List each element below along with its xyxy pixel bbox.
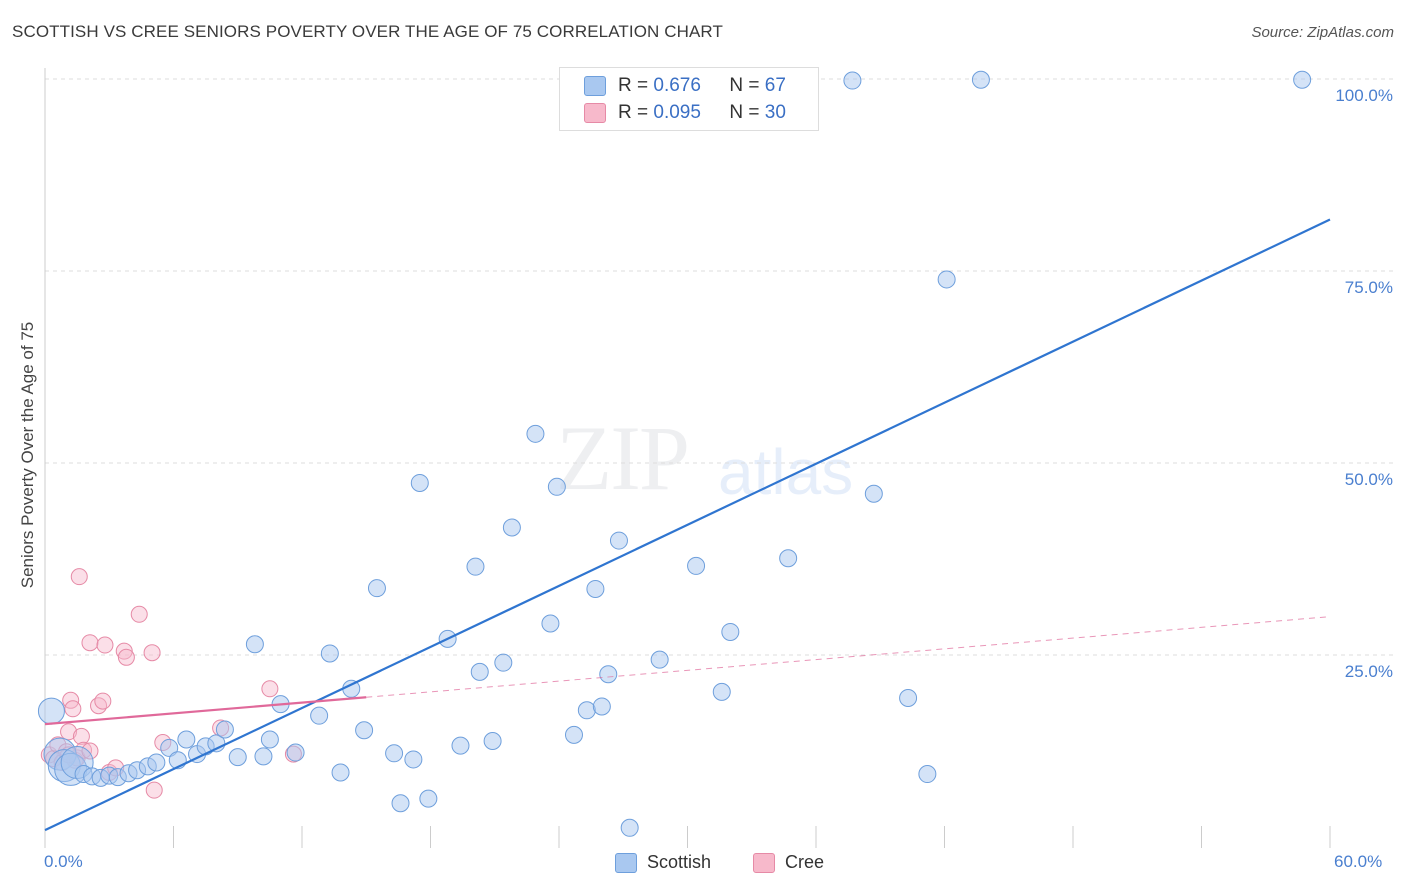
scottish-point — [466, 557, 485, 576]
scottish-swatch — [584, 76, 606, 96]
scottish-point — [971, 70, 990, 89]
scottish-point — [215, 720, 234, 739]
scottish-point — [1293, 70, 1312, 89]
trend-lines-layer — [44, 218, 1331, 832]
cree-point — [261, 680, 279, 698]
correlation-legend: R = 0.676 N = 67 R = 0.095 N = 30 — [559, 67, 819, 131]
n-value: 67 — [764, 75, 786, 96]
scottish-point — [599, 665, 618, 684]
cree-trend-extension — [366, 616, 1331, 698]
cree-point — [72, 727, 90, 745]
scottish-point — [918, 765, 937, 784]
cree-point — [96, 636, 114, 654]
scottish-point — [260, 730, 279, 749]
scottish-point — [577, 701, 596, 720]
scottish-point — [712, 682, 731, 701]
scottish-point — [177, 730, 196, 749]
scottish-point — [494, 653, 513, 672]
scottish-point — [320, 644, 339, 663]
scottish-point — [254, 747, 273, 766]
cree-point — [130, 605, 148, 623]
scottish-point — [609, 531, 628, 550]
scottish-point — [385, 744, 404, 763]
watermark-atlas: atlas — [718, 436, 854, 508]
scottish-point — [331, 763, 350, 782]
scottish-point — [564, 725, 583, 744]
scottish-point — [899, 689, 918, 708]
watermark-zip: ZIP — [556, 407, 690, 509]
n-label: N = — [729, 102, 760, 123]
cree-point — [143, 644, 161, 662]
scottish-point — [541, 614, 560, 633]
scottish-point — [310, 706, 329, 725]
cree-trend-line — [44, 696, 367, 726]
legend-label-scottish: Scottish — [647, 852, 712, 872]
axis-layer — [44, 68, 1331, 848]
legend-row-cree: R = 0.095 N = 30 — [584, 101, 786, 125]
cree-swatch — [584, 103, 606, 123]
grid-layer — [45, 78, 1393, 656]
legend-item-cree[interactable]: Cree — [753, 852, 824, 873]
source-label: Source: ZipAtlas.com — [1251, 24, 1394, 41]
x-tick-label-min: 0.0% — [44, 852, 83, 871]
scottish-point — [592, 697, 611, 716]
scottish-point — [228, 748, 247, 767]
scottish-point — [650, 650, 669, 669]
y-tick-label-100: 100.0% — [1335, 86, 1393, 105]
scottish-point — [547, 477, 566, 496]
scottish-point — [687, 556, 706, 575]
x-tick-label-max: 60.0% — [1334, 852, 1383, 871]
r-label: R = — [618, 75, 649, 96]
scottish-point — [470, 662, 489, 681]
y-tick-label-75: 75.0% — [1344, 278, 1393, 297]
scottish-point — [586, 579, 605, 598]
y-tick-label-50: 50.0% — [1344, 470, 1393, 489]
cree-point — [117, 648, 135, 666]
scottish-point — [404, 750, 423, 769]
scottish-points-layer — [37, 70, 1312, 837]
cree-point — [94, 692, 112, 710]
scottish-point — [245, 635, 264, 654]
scottish-point — [526, 424, 545, 443]
cree-point — [81, 634, 99, 652]
cree-point — [60, 723, 78, 741]
legend-item-scottish[interactable]: Scottish — [615, 852, 711, 873]
scottish-point — [367, 579, 386, 598]
y-tick-label-25: 25.0% — [1344, 662, 1393, 681]
scottish-trend-line — [44, 218, 1331, 832]
scottish-point — [843, 71, 862, 90]
legend-row-scottish: R = 0.676 N = 67 — [584, 74, 786, 98]
scottish-point — [483, 732, 502, 751]
n-label: N = — [729, 75, 760, 96]
n-value: 30 — [764, 102, 786, 123]
scottish-swatch — [615, 852, 637, 873]
scottish-point — [937, 270, 956, 289]
scottish-point — [147, 753, 166, 772]
scottish-point — [410, 473, 429, 492]
scottish-point — [286, 743, 305, 762]
scottish-point — [419, 789, 438, 808]
cree-point — [70, 568, 88, 586]
scottish-point — [620, 818, 639, 837]
scottish-point — [779, 549, 798, 568]
scottish-point — [37, 697, 65, 725]
scottish-point — [355, 721, 374, 740]
cree-swatch — [753, 852, 775, 873]
scottish-point — [721, 622, 740, 641]
scottish-point — [864, 484, 883, 503]
scottish-point — [502, 518, 521, 537]
cree-point — [145, 781, 163, 799]
chart-title: SCOTTISH VS CREE SENIORS POVERTY OVER TH… — [12, 22, 723, 41]
r-label: R = — [618, 102, 649, 123]
scottish-point — [160, 738, 179, 757]
r-value: 0.095 — [653, 102, 701, 123]
scottish-point — [451, 736, 470, 755]
scottish-point — [391, 794, 410, 813]
r-value: 0.676 — [653, 75, 701, 96]
cree-point — [64, 700, 82, 718]
legend-label-cree: Cree — [785, 852, 825, 872]
